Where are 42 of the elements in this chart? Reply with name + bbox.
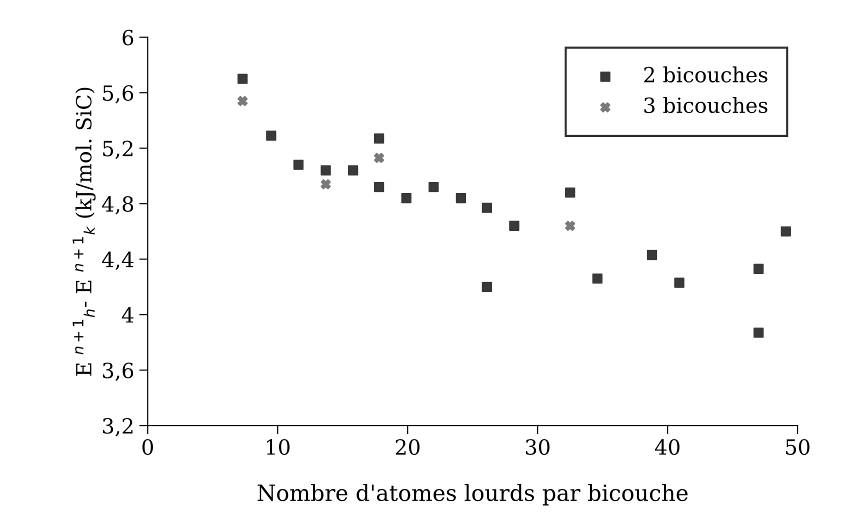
x-tick-label: 50 [786,439,810,455]
point [374,182,384,192]
x-tick-label: 30 [526,439,550,455]
point [565,187,576,198]
y-tick-label: 5,2 [103,140,132,159]
y-tick-label: 4,4 [102,252,134,270]
point [674,278,684,288]
point [565,220,576,231]
y-axis-title: E $^{n+1}$$_{h}$- E $^{n+1}$$_{k}$ (kJ/mol. SiC) [72,88,96,376]
point [754,328,764,338]
y-tick-label: 4,8 [102,196,134,214]
point [509,220,520,231]
y-tick-label: 3,6 [102,362,134,381]
point [237,74,248,84]
x-tick-label: 40 [654,439,680,455]
point [320,179,331,190]
point [780,226,791,237]
point [237,96,248,106]
legend-label: 2 bicouches [644,66,768,83]
x-tick-label: 0 [142,439,153,455]
x-tick-label: 10 [266,439,290,455]
point [401,193,412,204]
y-tick-label: 5,6 [103,85,134,104]
point [266,130,276,141]
point [374,152,384,163]
point [428,182,439,192]
point [646,250,658,260]
point [293,160,304,170]
point [592,273,603,284]
y-tick-label: 4 [122,307,134,323]
point [754,264,764,274]
point [482,202,492,213]
point [320,165,331,176]
y-tick-label: 3,2 [102,418,132,436]
y-tick-label: 6 [122,30,134,46]
point [348,165,358,176]
point [456,193,466,204]
point [374,133,384,144]
x-axis-title: Nombre d'atomes lourds par bicouche [258,484,688,506]
x-tick-label: 20 [396,439,420,455]
point [482,282,492,292]
legend-label: 3 bicouches [644,96,768,114]
